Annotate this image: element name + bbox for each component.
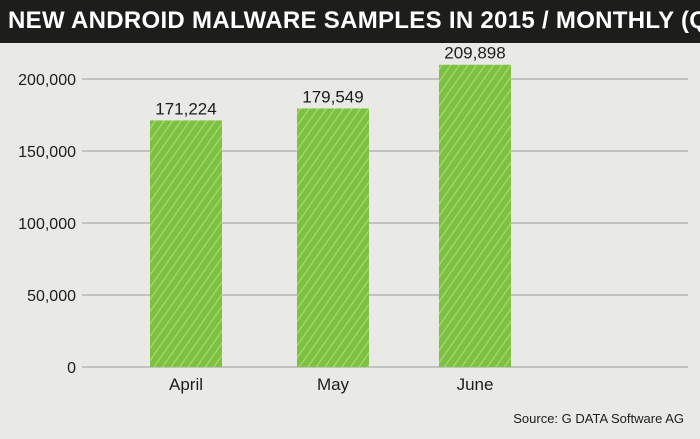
y-tick-label: 100,000 [18, 216, 76, 233]
bars [150, 64, 511, 368]
bar-may [297, 108, 369, 368]
y-tick-label: 50,000 [27, 288, 76, 305]
value-label: 209,898 [444, 44, 505, 63]
bar-april [150, 120, 222, 367]
bar-june [439, 64, 511, 367]
category-label: April [169, 375, 203, 394]
source-note: Source: G DATA Software AG [513, 411, 684, 426]
category-label: May [317, 375, 350, 394]
chart-title: NEW ANDROID MALWARE SAMPLES IN 2015 / MO… [8, 7, 700, 34]
labels: 0 50,000 100,000 150,000 200,000 171,224 April… [18, 44, 506, 394]
value-label: 171,224 [155, 99, 216, 118]
y-tick-label: 150,000 [18, 144, 76, 161]
y-tick-label: 200,000 [18, 72, 76, 89]
category-label: June [457, 375, 494, 394]
title-bar: NEW ANDROID MALWARE SAMPLES IN 2015 / MO… [0, 0, 700, 43]
value-label: 179,549 [302, 87, 363, 106]
y-tick-label: 0 [67, 360, 76, 377]
